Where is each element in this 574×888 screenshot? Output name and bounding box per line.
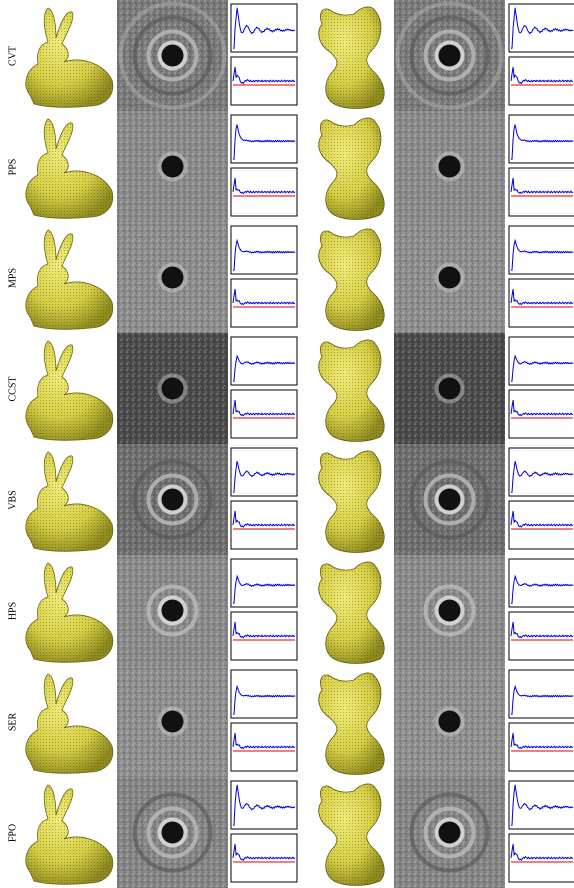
spectrum-center: [439, 489, 461, 511]
spectrum-center: [439, 378, 461, 400]
bunny-mesh: [26, 119, 113, 218]
bunny-mesh: [26, 563, 113, 662]
plot-frame: [509, 448, 574, 496]
bunny-mesh: [26, 674, 113, 773]
spectrum-center: [162, 489, 184, 511]
kitty-mesh: [319, 673, 384, 775]
plot-frame: [231, 4, 297, 52]
kitty-mesh: [319, 340, 384, 442]
figure: CVT PPS MPS CCST VBS HPS SER FPO: [0, 0, 574, 888]
figure-row: FPO: [7, 777, 574, 888]
figure-row: CCST: [7, 333, 574, 444]
plot-frame: [509, 115, 574, 163]
figure-row: CVT: [7, 0, 574, 111]
spectrum-center: [439, 45, 461, 67]
kitty-mesh: [319, 229, 384, 331]
spectrum-center: [439, 711, 461, 733]
plot-frame: [509, 337, 574, 385]
spectrum-center: [439, 156, 461, 178]
spectrum-center: [162, 600, 184, 622]
plot-frame: [231, 448, 297, 496]
figure-row: HPS: [7, 555, 574, 666]
bunny-mesh: [26, 785, 113, 884]
row-label: FPO: [7, 824, 18, 842]
plot-frame: [509, 4, 574, 52]
row-label: SER: [7, 713, 18, 732]
bunny-mesh: [26, 452, 113, 551]
spectrum-center: [439, 600, 461, 622]
row-label: HPS: [7, 602, 18, 620]
spectrum-center: [439, 822, 461, 844]
figure-row: MPS: [7, 222, 574, 333]
spectrum-center: [162, 378, 184, 400]
spectrum-center: [439, 267, 461, 289]
kitty-mesh: [319, 7, 384, 109]
spectrum-center: [162, 156, 184, 178]
row-label: MPS: [7, 268, 18, 288]
kitty-mesh: [319, 118, 384, 220]
plot-frame: [509, 559, 574, 607]
bunny-mesh: [26, 230, 113, 329]
figure-row: VBS: [7, 444, 574, 555]
plot-frame: [231, 559, 297, 607]
figure-row: PPS: [7, 111, 574, 222]
bunny-mesh: [26, 8, 113, 107]
spectrum-center: [162, 822, 184, 844]
row-label: CCST: [7, 376, 18, 401]
kitty-mesh: [319, 562, 384, 664]
figure-row: SER: [7, 666, 574, 777]
spectrum-center: [162, 45, 184, 67]
bunny-mesh: [26, 341, 113, 440]
row-label: VBS: [7, 490, 18, 509]
spectrum-center: [162, 267, 184, 289]
page: CVTPPSMPSCCSTVBSHPSSERFPO (() => { const…: [0, 0, 574, 888]
kitty-mesh: [319, 451, 384, 553]
spectrum-center: [162, 711, 184, 733]
kitty-mesh: [319, 784, 384, 886]
row-label: PPS: [7, 159, 18, 176]
plot-frame: [231, 337, 297, 385]
row-label: CVT: [7, 46, 18, 66]
